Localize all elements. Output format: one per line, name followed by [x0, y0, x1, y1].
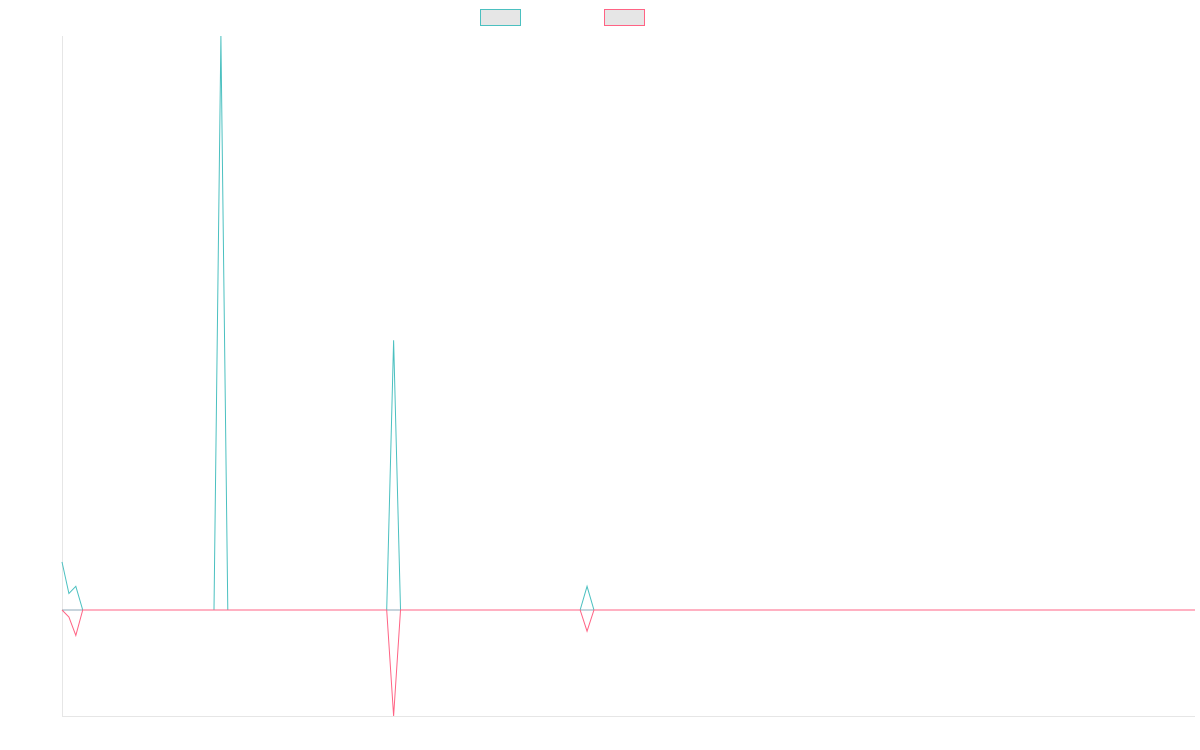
legend [480, 9, 645, 26]
plot-area [61, 35, 1195, 717]
series-line-a[interactable] [61, 35, 1195, 611]
series-line-b[interactable] [61, 609, 1195, 717]
legend-swatch-series-a[interactable] [480, 9, 521, 26]
series-layer [61, 35, 1195, 717]
legend-swatch-series-b[interactable] [604, 9, 645, 26]
